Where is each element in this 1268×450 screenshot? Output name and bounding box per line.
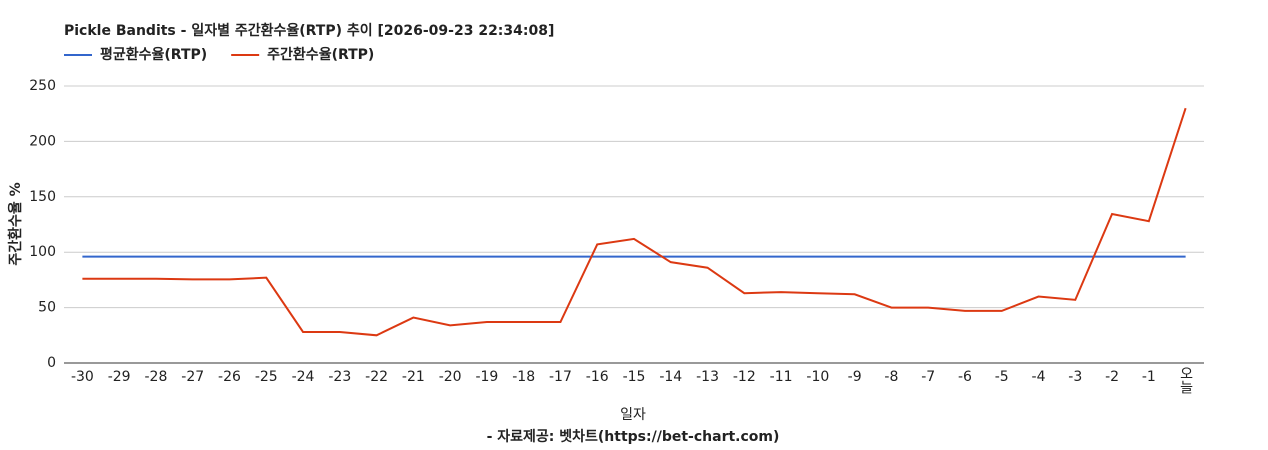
x-tick-label: -3 [1068, 369, 1082, 385]
x-tick-label: -22 [365, 369, 388, 385]
x-tick-label: -28 [144, 369, 167, 385]
source-note: - 자료제공: 벳차트(https://bet-chart.com) [487, 428, 780, 445]
x-tick-label: -21 [402, 369, 425, 385]
x-tick-label: -29 [108, 369, 131, 385]
chart-title: Pickle Bandits - 일자별 주간환수율(RTP) 추이 [2026… [64, 22, 554, 39]
x-tick-label: -20 [439, 369, 462, 385]
x-tick-label: -16 [586, 369, 609, 385]
x-tick-label: -14 [659, 369, 682, 385]
x-tick-label: -18 [512, 369, 535, 385]
x-tick-label: -15 [623, 369, 646, 385]
y-axis-label: 주간환수율 % [7, 182, 24, 265]
x-tick-label: -19 [475, 369, 498, 385]
x-tick-label: -27 [181, 369, 204, 385]
y-tick-label: 200 [29, 133, 56, 149]
x-tick-label: -10 [806, 369, 829, 385]
x-tick-label: -11 [770, 369, 793, 385]
y-tick-label: 50 [38, 300, 56, 316]
legend-label: 주간환수율(RTP) [267, 46, 374, 63]
x-tick-label: -12 [733, 369, 756, 385]
x-tick-label: -24 [292, 369, 315, 385]
x-tick-label: -25 [255, 369, 278, 385]
x-tick-label: -8 [884, 369, 898, 385]
x-tick-label: -1 [1142, 369, 1156, 385]
x-tick-label: -4 [1032, 369, 1046, 385]
x-tick-label: -13 [696, 369, 719, 385]
x-tick-label: -5 [995, 369, 1009, 385]
x-tick-label: 오늘 [1178, 366, 1194, 394]
x-tick-label: -6 [958, 369, 972, 385]
x-tick-label: -23 [328, 369, 351, 385]
x-axis-label: 일자 [620, 407, 646, 423]
x-tick-label: -30 [71, 369, 94, 385]
y-tick-label: 250 [29, 78, 56, 94]
x-tick-label: -26 [218, 369, 241, 385]
y-tick-label: 150 [29, 189, 56, 205]
y-tick-label: 0 [47, 355, 56, 371]
x-tick-label: -7 [921, 369, 935, 385]
y-tick-label: 100 [29, 244, 56, 260]
series-line [82, 107, 1187, 337]
legend-label: 평균환수율(RTP) [100, 46, 207, 63]
x-tick-label: -17 [549, 369, 572, 385]
x-tick-label: -9 [848, 369, 862, 385]
x-tick-label: -2 [1105, 369, 1119, 385]
